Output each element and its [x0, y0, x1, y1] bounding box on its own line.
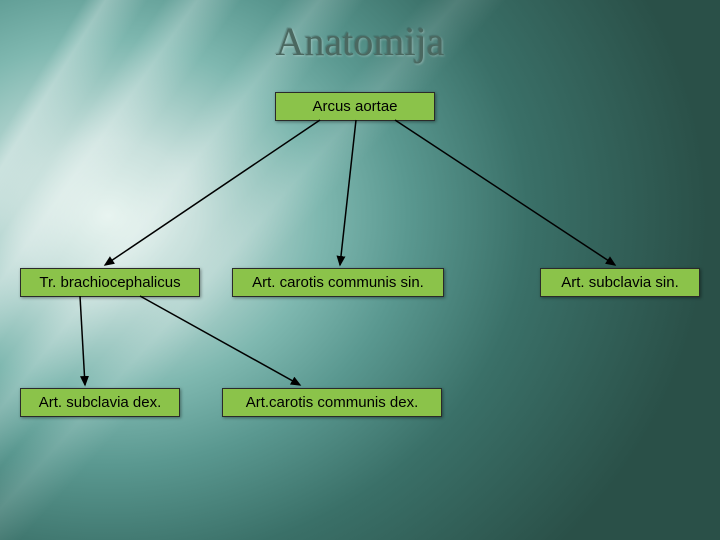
- node-arcus-aortae: Arcus aortae: [275, 92, 435, 121]
- node-carotis-communis-sin: Art. carotis communis sin.: [232, 268, 444, 297]
- node-tr-brachiocephalicus: Tr. brachiocephalicus: [20, 268, 200, 297]
- node-subclavia-sin: Art. subclavia sin.: [540, 268, 700, 297]
- edge-arrow: [395, 120, 615, 265]
- edge-arrow: [140, 296, 300, 385]
- node-carotis-communis-dex: Art.carotis communis dex.: [222, 388, 442, 417]
- edge-arrow: [80, 296, 85, 385]
- node-subclavia-dex: Art. subclavia dex.: [20, 388, 180, 417]
- edge-arrow: [105, 120, 320, 265]
- edge-arrow: [340, 120, 356, 265]
- page-title: Anatomija: [276, 18, 445, 65]
